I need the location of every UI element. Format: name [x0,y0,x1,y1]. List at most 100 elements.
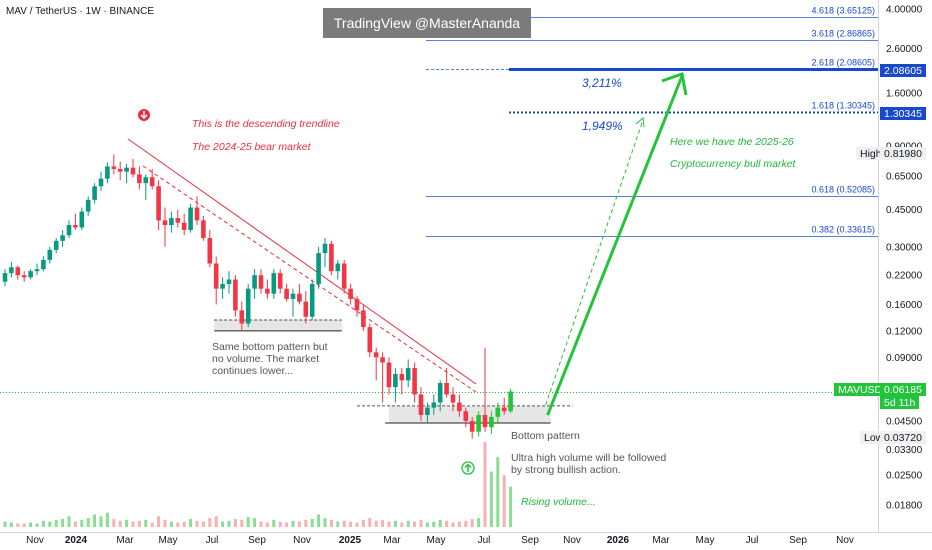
volume-bar [355,522,359,527]
candle-body [124,167,129,172]
candle-body [405,368,411,381]
high-label: High [856,147,886,160]
volume-bar [342,520,346,527]
volume-bar [182,521,186,527]
projection-arrow [546,75,684,416]
volume-bar [387,521,391,527]
candle-body [258,275,264,289]
volume-bar [176,522,180,527]
volume-bar [22,523,26,527]
fib-level-label: 3.618 (2.86865) [811,29,875,39]
volume-bar [329,519,333,527]
candle-body [47,249,53,260]
candle-body [271,273,277,294]
volume-bar [483,442,487,527]
candle-body [284,288,289,299]
candle-body [476,414,481,432]
candle-body [444,382,449,395]
candle-body [501,407,507,412]
volume-bar [489,471,493,527]
x-tick-label: 2025 [339,535,362,546]
y-tick-label: 1.60000 [886,89,923,100]
candle-body [252,275,257,289]
candle-body [156,186,161,221]
volume-bar [291,520,295,527]
candle-body [201,220,206,239]
candle-body [130,167,136,175]
volume-bar [201,521,205,527]
volume-bar [445,520,449,527]
x-tick-label: Sep [789,535,807,546]
candle-body [469,420,475,432]
candle-body [53,240,59,250]
candle-body [111,166,117,169]
volume-bar [246,517,250,527]
bull-market-annotation-2: Cryptocurrency bull market [670,158,796,170]
high-value: 0.81980 [880,147,926,160]
trendline-annotation: This is the descending trendline [192,118,340,130]
volume-bar [432,521,436,527]
candle-body [149,177,155,187]
candle-body [98,178,104,187]
projection-arrowhead [661,72,688,96]
volume-bar [413,521,417,527]
candle-body [220,283,225,289]
candle-body [463,411,469,421]
bull-market-annotation-1: Here we have the 2025-26 [670,136,794,148]
volume-bar [125,519,129,527]
volume-bar [35,523,39,527]
volume-bar [163,519,167,527]
candle-body [34,269,40,272]
candle-body [92,186,97,200]
volume-bar [406,520,410,527]
x-tick-label: Mar [652,535,670,546]
candle-body [322,243,328,254]
candle-body [329,243,334,272]
y-tick-label: 0.02500 [886,470,923,481]
candle-body [2,273,8,282]
candle-body [341,263,347,289]
x-tick-label: May [696,535,715,546]
volume-bar [297,521,301,527]
volume-bar [259,521,263,527]
volume-bar [374,520,378,527]
y-tick-label: 0.03300 [886,445,923,456]
candle-body [85,199,91,212]
volume-bar [451,522,455,527]
candle-body [399,374,405,381]
x-tick-label: May [159,535,178,546]
candle-body [309,283,315,317]
ticker-label: MAVUSDT [834,383,893,396]
buy-marker-icon [461,461,475,475]
rising-volume-annotation: Rising volume... [521,496,596,508]
candle-body [15,267,21,276]
candle-body [143,177,149,184]
volume-bar [349,521,353,527]
volume-bar [214,516,218,527]
gain-label-target-1: 1,949% [582,119,623,133]
candle-body [418,394,424,415]
sell-arrow-icon [140,111,148,120]
candle-body [194,207,200,221]
x-tick-label: Jul [478,535,491,546]
x-tick-label: Sep [521,535,539,546]
volume-bar [400,522,404,527]
candle-body [175,218,181,223]
symbol-title: MAV / TetherUS · 1W · BINANCE [6,6,154,17]
candle-body [437,382,443,403]
watermark: TradingView @MasterAnanda [323,8,531,38]
volume-bar [137,520,141,527]
volume-bar [253,518,257,527]
volume-bar [93,514,97,527]
candle-body [457,402,462,412]
x-tick-label: Jul [206,535,219,546]
candle-body [66,225,72,236]
volume-bar [272,519,276,527]
volume-bar [464,520,468,527]
x-tick-label: May [427,535,446,546]
volume-bar [48,521,52,527]
fib-level-label: 0.618 (0.52085) [811,185,875,195]
candle-body [508,391,513,412]
